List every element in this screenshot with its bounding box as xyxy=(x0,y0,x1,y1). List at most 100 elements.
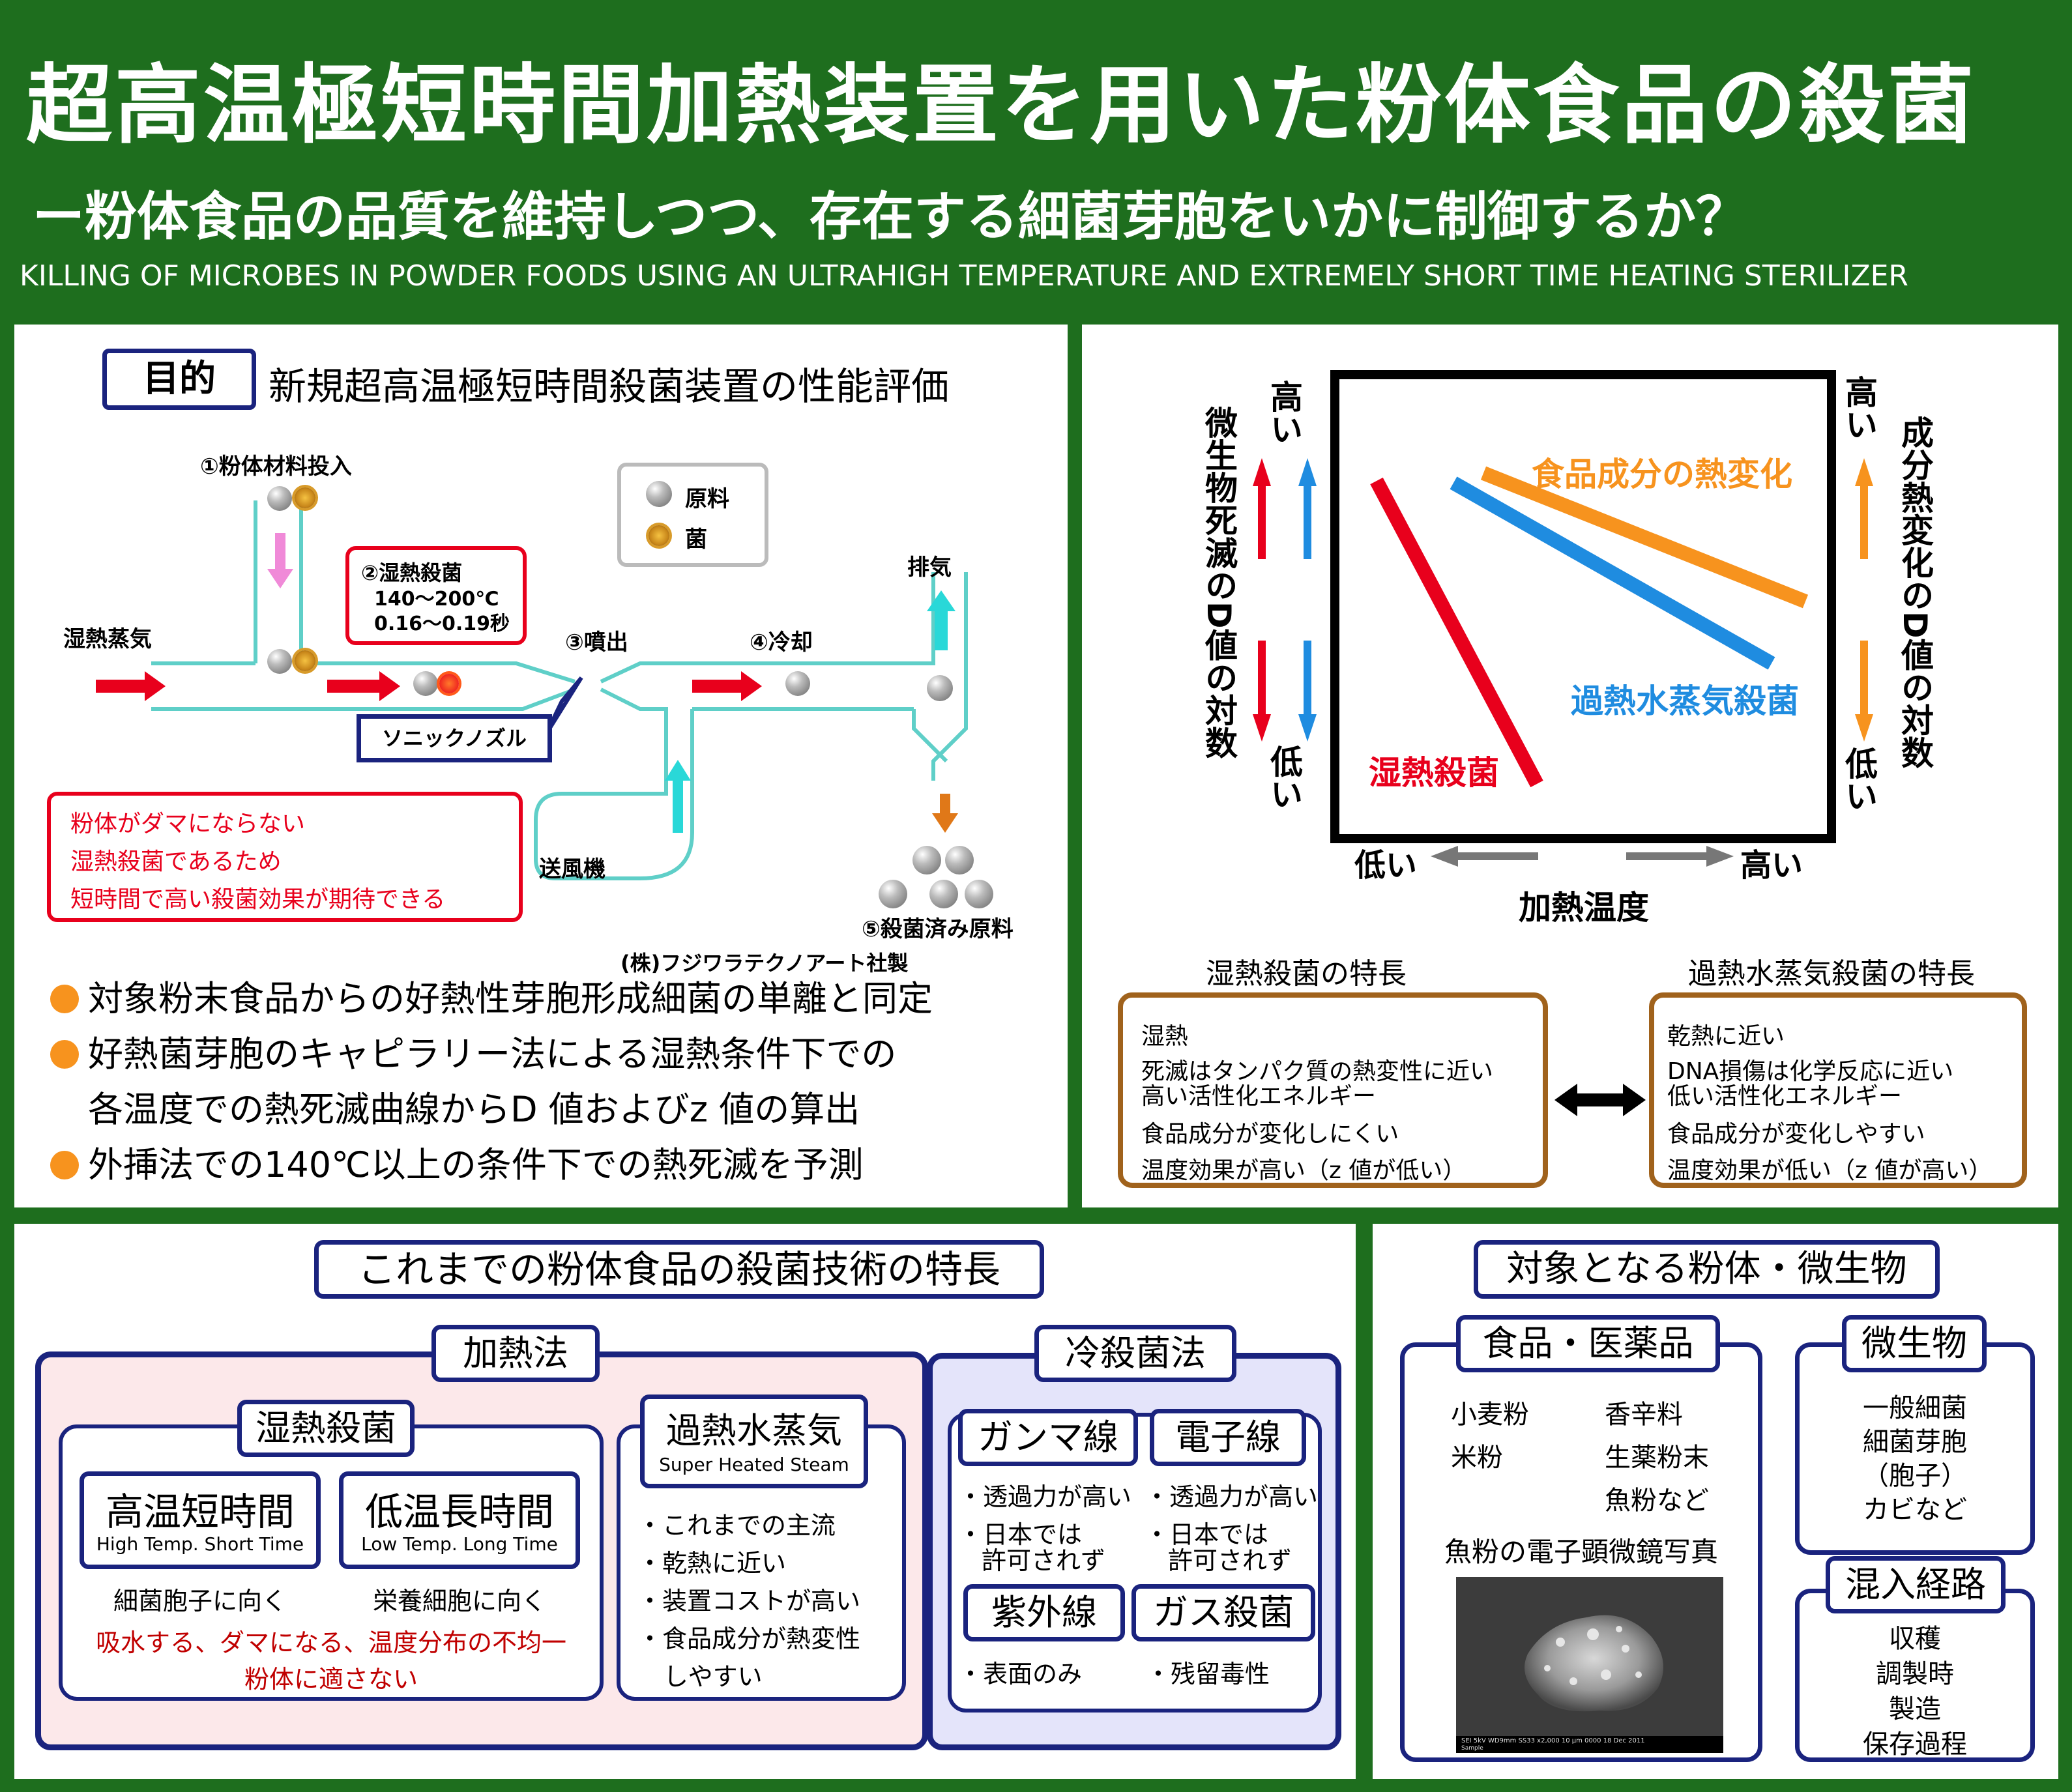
htst-label: 高温短時間 xyxy=(105,1490,295,1534)
ltlt-box: 低温長時間 Low Temp. Long Time xyxy=(339,1471,580,1569)
apparatus-diagram: ①粉体材料投入 湿熱蒸気 ②湿熱殺菌 140～200℃ 0.16～0.19秒 ③… xyxy=(14,442,1068,975)
exhaust-label: 排気 xyxy=(907,555,952,581)
blower-label: 送風機 xyxy=(539,856,606,882)
ltlt-english: Low Temp. Long Time xyxy=(361,1533,558,1555)
superheated-english: Super Heated Steam xyxy=(659,1454,849,1475)
moist-feature-line: 死滅はタンパク質の熱変性に近い xyxy=(1141,1058,1494,1085)
super-feature-line: 食品成分が変化しやすい xyxy=(1667,1121,1925,1148)
left-high-label: 高い xyxy=(1265,380,1303,445)
right-axis-label: 成分熱変化のD値の対数 xyxy=(1896,416,1934,769)
note-line: 粉体がダマにならない xyxy=(70,811,306,837)
sterilized-particle xyxy=(929,880,958,908)
route-item: 収穫 xyxy=(1889,1624,1941,1654)
nozzle-label: ソニックノズル xyxy=(357,714,552,762)
legend-box: 原料 菌 xyxy=(617,463,768,567)
super-feature-line: 温度効果が低い（z 値が高い） xyxy=(1667,1157,1992,1184)
material-particle xyxy=(927,675,953,701)
htst-note: 細菌胞子に向く xyxy=(113,1587,287,1615)
targets-panel: 対象となる粉体・微生物 食品・医薬品 小麦粉 米粉 香辛料 生薬粉末 魚粉など … xyxy=(1373,1224,2058,1779)
moist-feature-line: 食品成分が変化しにくい xyxy=(1141,1121,1399,1148)
route-label: 混入経路 xyxy=(1826,1556,2006,1613)
microbe-item: （胞子） xyxy=(1863,1461,1967,1491)
super-features-title: 過熱水蒸気殺菌の特長 xyxy=(1688,957,1975,990)
bullet-dot xyxy=(50,985,79,1013)
uv-label: 紫外線 xyxy=(963,1584,1125,1641)
bullet-item: 好熱菌芽胞のキャピラリー法による湿熱条件下での xyxy=(50,1025,896,1077)
ebeam-note: 許可されず xyxy=(1168,1546,1292,1575)
super-feature-line: 乾熱に近い xyxy=(1667,1023,1785,1050)
step4-label: ④冷却 xyxy=(750,629,813,656)
legend-bacteria-icon xyxy=(649,525,669,546)
legend-material-icon xyxy=(646,481,672,507)
step2-temp: 140～200℃ xyxy=(374,588,499,611)
legend-bacteria: 菌 xyxy=(685,527,707,553)
x-axis-label: 加熱温度 xyxy=(1519,889,1649,927)
sterilized-particle xyxy=(912,846,941,874)
chart-frame xyxy=(1330,370,1836,843)
sterilized-particle xyxy=(945,846,974,874)
gamma-label: ガンマ線 xyxy=(958,1409,1138,1466)
tech-panel: これまでの粉体食品の殺菌技術の特長 加熱法 湿熱殺菌 高温短時間 High Te… xyxy=(14,1224,1356,1779)
targets-title: 対象となる粉体・微生物 xyxy=(1474,1240,1940,1299)
moist-feature-line: 高い活性化エネルギー xyxy=(1141,1083,1377,1110)
food-item: 米粉 xyxy=(1451,1443,1503,1473)
gamma-note: ・透過力が高い xyxy=(958,1482,1132,1511)
material-particle xyxy=(267,486,292,511)
htst-english: High Temp. Short Time xyxy=(96,1533,304,1555)
route-item: 保存過程 xyxy=(1863,1729,1967,1759)
bullet-dot xyxy=(50,1040,79,1069)
note-line: 短時間で高い殺菌効果が期待できる xyxy=(70,886,446,913)
heating-label: 加熱法 xyxy=(431,1325,600,1382)
tech-title: これまでの粉体食品の殺菌技術の特長 xyxy=(314,1240,1044,1299)
bacteria-particle xyxy=(439,674,459,693)
step1-label: ①粉体材料投入 xyxy=(200,454,352,480)
route-item: 製造 xyxy=(1889,1694,1941,1724)
food-item: 香辛料 xyxy=(1605,1400,1683,1430)
step5-label: ⑤殺菌済み原料 xyxy=(862,916,1014,942)
dvalue-panel: 微生物死滅のD値の対数 成分熱変化のD値の対数 高い 低い 高い 低い 食品成分… xyxy=(1082,325,2058,1207)
bullet-item: 外挿法での140℃以上の条件下での熱死滅を予測 xyxy=(50,1136,864,1187)
bullet-item: 対象粉末食品からの好熱性芽胞形成細菌の単離と同定 xyxy=(50,970,933,1021)
moist-problem-2: 粉体に適さない xyxy=(244,1665,418,1694)
material-particle xyxy=(267,649,292,674)
microbe-item: 一般細菌 xyxy=(1863,1393,1967,1423)
moist-features-box: 湿熱 死滅はタンパク質の熱変性に近い 高い活性化エネルギー 食品成分が変化しにく… xyxy=(1118,992,1548,1188)
microbe-item: 細菌芽胞 xyxy=(1863,1427,1967,1457)
sem-image: SEI 5kV WD9mm SS33 x2,000 10 μm 0000 18 … xyxy=(1456,1577,1723,1753)
superheated-note: ・乾熱に近い xyxy=(637,1549,787,1578)
moist-feature-line: 温度効果が高い（z 値が低い） xyxy=(1141,1157,1466,1184)
moist-tech-label: 湿熱殺菌 xyxy=(237,1400,415,1457)
step3-label: ③噴出 xyxy=(565,629,628,656)
superheat-line-label: 過熱水蒸気殺菌 xyxy=(1571,682,1799,720)
maker-label: (株)フジワラテクノアート社製 xyxy=(620,951,909,975)
right-low-label: 低い xyxy=(1840,747,1878,812)
note-line: 湿熱殺菌であるため xyxy=(70,848,282,875)
superheated-note: しやすい xyxy=(664,1662,763,1691)
sem-caption: 魚粉の電子顕微鏡写真 xyxy=(1444,1536,1718,1568)
food-item: 生薬粉末 xyxy=(1605,1443,1709,1473)
right-high-label: 高い xyxy=(1840,375,1878,441)
material-particle xyxy=(785,671,810,696)
left-axis-label: 微生物死滅のD値の対数 xyxy=(1200,406,1238,759)
super-feature-line: 低い活性化エネルギー xyxy=(1667,1083,1903,1110)
x-low-label: 低い xyxy=(1354,847,1418,884)
poster-english-title: KILLING OF MICROBES IN POWDER FOODS USIN… xyxy=(20,259,1909,293)
poster-subtitle: ー粉体食品の品質を維持しつつ、存在する細菌芽胞をいかに制御するか？ xyxy=(33,186,1748,247)
steam-label: 湿熱蒸気 xyxy=(63,626,152,652)
superheated-note: ・装置コストが高い xyxy=(637,1587,861,1615)
superheated-label-box: 過熱水蒸気 Super Heated Steam xyxy=(640,1395,868,1488)
ltlt-note: 栄養細胞に向く xyxy=(372,1587,546,1615)
moist-feature-line: 湿熱 xyxy=(1141,1023,1189,1050)
sterilized-particle xyxy=(965,880,993,908)
gamma-note: ・日本では xyxy=(958,1520,1083,1549)
food-item: 小麦粉 xyxy=(1451,1400,1529,1430)
purpose-text: 新規超高温極短時間殺菌装置の性能評価 xyxy=(269,364,950,409)
step2-title: ②湿熱殺菌 xyxy=(361,560,463,585)
superheated-note: ・これまでの主流 xyxy=(637,1511,836,1540)
poster-title: 超高温極短時間加熱装置を用いた粉体食品の殺菌 xyxy=(26,55,1976,156)
food-item: 魚粉など xyxy=(1605,1486,1709,1516)
sem-footer: SEI 5kV WD9mm SS33 x2,000 10 μm 0000 18 … xyxy=(1461,1737,1645,1744)
superheated-label: 過熱水蒸気 xyxy=(666,1410,842,1451)
moist-line-label: 湿熱殺菌 xyxy=(1369,754,1499,792)
gamma-note: 許可されず xyxy=(982,1546,1106,1575)
